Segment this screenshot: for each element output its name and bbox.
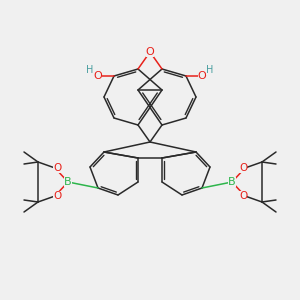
Text: O: O	[94, 71, 102, 81]
Text: B: B	[228, 177, 236, 187]
Text: O: O	[239, 163, 247, 173]
Text: O: O	[239, 191, 247, 201]
Text: O: O	[146, 47, 154, 57]
Text: O: O	[53, 163, 61, 173]
Text: H: H	[206, 65, 214, 75]
Text: O: O	[198, 71, 206, 81]
Text: B: B	[64, 177, 72, 187]
Text: H: H	[86, 65, 94, 75]
Text: O: O	[53, 191, 61, 201]
